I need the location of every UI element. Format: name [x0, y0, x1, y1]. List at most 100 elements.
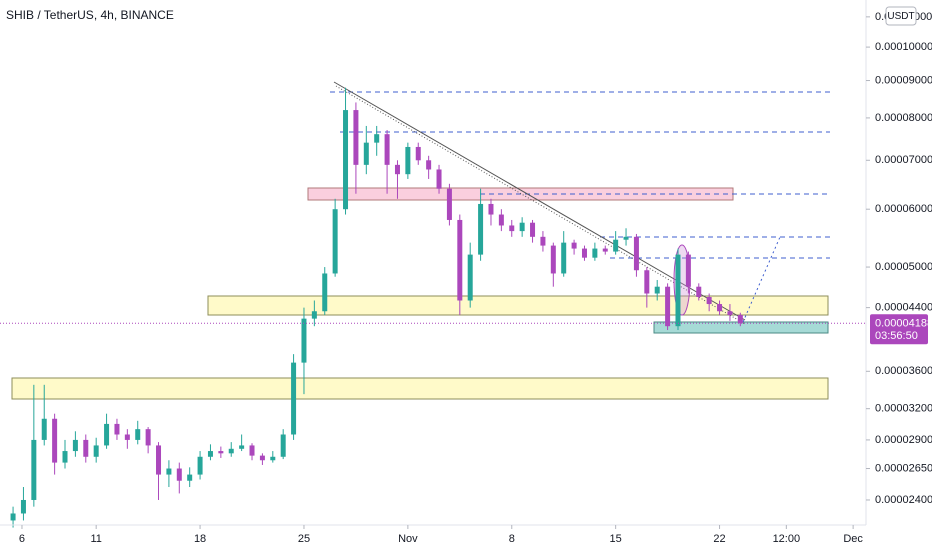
candle-body — [665, 286, 671, 327]
x-tick-label: 22 — [713, 533, 725, 545]
candle-body — [426, 160, 432, 170]
price-axis-panel — [866, 0, 932, 550]
candle-body — [581, 248, 587, 258]
candle-body — [166, 468, 172, 475]
y-tick-label: 0.00003600 — [875, 365, 932, 377]
candle-body — [717, 304, 723, 312]
candle-body — [654, 286, 660, 294]
candle-body — [249, 445, 255, 456]
candle-body — [239, 445, 245, 449]
candle-body — [405, 146, 411, 175]
currency-badge-label: USDT — [887, 11, 914, 22]
candle-body — [104, 423, 110, 446]
candle-body — [135, 429, 141, 440]
candle-body — [737, 314, 743, 324]
countdown-label: 03:56:50 — [875, 330, 918, 342]
projection-line — [742, 236, 781, 323]
candle-body — [633, 236, 639, 271]
candle-body — [62, 451, 68, 463]
candle-body — [114, 423, 120, 435]
candle-body — [197, 456, 203, 475]
candle-body — [394, 164, 400, 175]
candle-body — [727, 311, 733, 315]
y-tick-label: 0.00007000 — [875, 154, 932, 166]
candle-body — [457, 219, 463, 301]
y-tick-label: 0.00003200 — [875, 403, 932, 415]
candle-body — [685, 254, 691, 287]
y-tick-label: 0.00008000 — [875, 112, 932, 124]
candle-body — [291, 362, 297, 435]
candle-body — [519, 222, 525, 232]
candle-body — [613, 239, 619, 252]
candle-body — [20, 499, 26, 514]
y-tick-label: 0.00002400 — [875, 494, 932, 506]
candle-body — [332, 209, 338, 274]
candle-body — [374, 134, 380, 143]
y-tick-label: 0.00010000 — [875, 41, 932, 53]
candle-body — [124, 434, 130, 440]
candle-body — [384, 134, 390, 165]
x-tick-label: 8 — [509, 533, 515, 545]
candle-body — [52, 418, 58, 463]
candle-body — [280, 434, 286, 457]
candle-body — [187, 474, 193, 481]
last-price-box — [870, 314, 928, 345]
candle-body — [301, 318, 307, 363]
candle-body — [446, 188, 452, 220]
candle-body — [72, 439, 78, 452]
candle-body — [176, 468, 182, 481]
candle-body — [571, 242, 577, 249]
candle-body — [10, 513, 16, 521]
support-zone — [11, 377, 829, 400]
candle-body — [467, 254, 473, 301]
candle-body — [259, 455, 265, 461]
candle-body — [218, 451, 224, 454]
candle-body — [322, 273, 328, 312]
candle-body — [540, 236, 546, 246]
candle-body — [592, 248, 598, 258]
y-tick-label: 0.00009000 — [875, 74, 932, 86]
trend-line — [335, 85, 746, 325]
candle-body — [156, 445, 162, 475]
candle-body — [530, 222, 536, 237]
candle-body — [343, 110, 349, 210]
candle-body — [31, 439, 37, 500]
candle-body — [550, 245, 556, 274]
x-tick-label: 12:00 — [773, 533, 801, 545]
candle-body — [675, 254, 681, 327]
candle-body — [363, 142, 369, 165]
candle-body — [207, 451, 213, 457]
x-tick-label: 11 — [90, 533, 101, 545]
candle-body — [93, 445, 99, 457]
candle-body — [415, 146, 421, 161]
candle-body — [509, 225, 515, 232]
x-tick-label: 25 — [298, 533, 310, 545]
y-tick-label: 0.00004400 — [875, 302, 932, 314]
candle-body — [83, 439, 89, 457]
candle-body — [706, 296, 712, 305]
x-tick-label: Nov — [398, 533, 418, 545]
candle-body — [270, 456, 276, 461]
candle-body — [145, 429, 151, 446]
candle-body — [353, 110, 359, 165]
candle-body — [498, 214, 504, 226]
candle-body — [602, 248, 608, 252]
candle-body — [228, 448, 234, 454]
x-tick-label: 18 — [194, 533, 206, 545]
candle-body — [488, 203, 494, 215]
candle-body — [696, 286, 702, 297]
chart-title: SHIB / TetherUS, 4h, BINANCE — [6, 8, 174, 22]
candle-body — [561, 242, 567, 274]
support-zone — [207, 295, 829, 316]
x-tick-label: Dec — [843, 533, 863, 545]
candle-body — [436, 169, 442, 189]
candle-body — [41, 418, 47, 440]
candle-body — [478, 203, 484, 255]
y-tick-label: 0.00002900 — [875, 434, 932, 446]
y-tick-label: 0.00002650 — [875, 462, 932, 474]
candle-body — [623, 236, 629, 240]
currency-badge — [885, 6, 917, 26]
drawings — [11, 81, 830, 400]
